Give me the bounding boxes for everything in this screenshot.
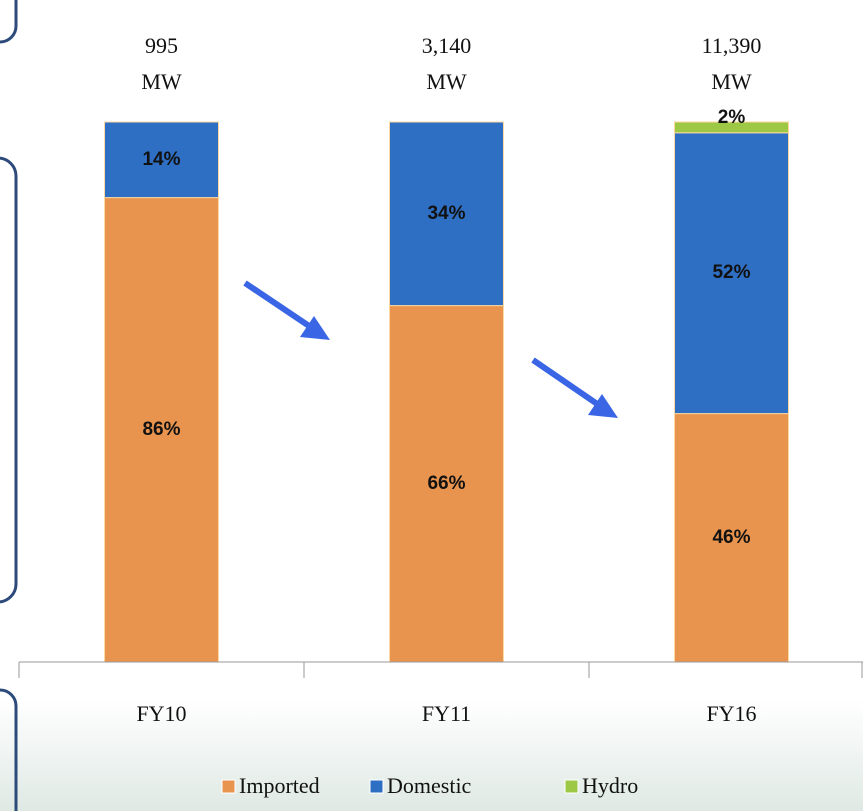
- legend-swatch: [369, 779, 384, 794]
- bar-segment: [104, 121, 219, 199]
- value-label: 52%: [712, 262, 750, 283]
- total-label: 3,140: [422, 33, 472, 58]
- x-tick-label: FY16: [706, 701, 756, 726]
- bar-segment: [389, 121, 504, 307]
- trend-arrow: [243, 280, 618, 418]
- total-label: 995: [145, 33, 178, 58]
- side-panel: [0, 688, 18, 811]
- value-label: 34%: [427, 203, 465, 224]
- legend-label: Domestic: [387, 773, 472, 798]
- background-band: [0, 700, 863, 811]
- x-tick-label: FY11: [422, 701, 471, 726]
- bar-segment: [674, 121, 789, 134]
- legend-swatch: [221, 779, 236, 794]
- value-label: 14%: [142, 149, 180, 170]
- total-unit: MW: [141, 69, 182, 94]
- legend-item: Hydro: [564, 773, 638, 798]
- legend-swatch: [564, 779, 579, 794]
- legend-item: Imported: [221, 773, 320, 798]
- x-tick-label: FY10: [136, 701, 186, 726]
- value-label: 46%: [712, 527, 750, 548]
- side-panel: [0, 156, 18, 604]
- value-label: 66%: [427, 473, 465, 494]
- value-label: 86%: [142, 419, 180, 440]
- side-panel: [0, 0, 18, 44]
- total-unit: MW: [426, 69, 467, 94]
- total-label: 11,390: [702, 33, 762, 58]
- legend-label: Hydro: [582, 773, 638, 798]
- bar-segment: [389, 305, 504, 663]
- value-label: 2%: [718, 107, 746, 128]
- bar-segment: [674, 132, 789, 415]
- legend-item: Domestic: [369, 773, 472, 798]
- total-unit: MW: [711, 69, 752, 94]
- legend-label: Imported: [239, 773, 320, 798]
